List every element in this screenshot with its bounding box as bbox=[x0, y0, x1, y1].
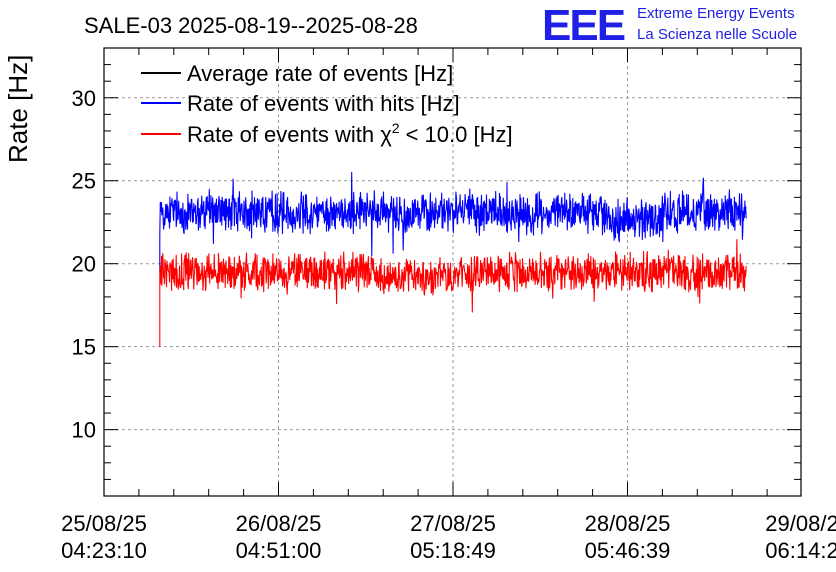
y-tick-label: 25 bbox=[72, 169, 96, 194]
x-tick-label-date: 28/08/25 bbox=[585, 511, 671, 536]
y-axis-label: Rate [Hz] bbox=[3, 55, 33, 163]
legend-label-hits: Rate of events with hits [Hz] bbox=[187, 91, 460, 116]
logo-line-1: Extreme Energy Events bbox=[637, 5, 795, 22]
series-line-hits bbox=[159, 171, 747, 272]
x-tick-label-date: 29/08/2 bbox=[765, 511, 836, 536]
legend-label-average: Average rate of events [Hz] bbox=[187, 61, 453, 86]
legend-label-chi2: Rate of events with χ2 < 10.0 [Hz] bbox=[187, 120, 513, 147]
x-tick-label-time: 04:51:00 bbox=[236, 538, 322, 563]
x-tick-label-time: 05:18:49 bbox=[410, 538, 496, 563]
x-tick-label-time: 04:23:10 bbox=[61, 538, 147, 563]
grid-layer bbox=[104, 48, 801, 496]
eee-logo-mark: EEE bbox=[542, 1, 625, 50]
series-line-chi2 bbox=[159, 238, 747, 347]
x-tick-label-date: 27/08/25 bbox=[410, 511, 496, 536]
x-tick-label-time: 06:14:2 bbox=[765, 538, 836, 563]
y-tick-label: 20 bbox=[72, 252, 96, 277]
logo-line-2: La Scienza nelle Scuole bbox=[637, 26, 797, 43]
y-tick-label: 10 bbox=[72, 418, 96, 443]
y-tick-label: 30 bbox=[72, 86, 96, 111]
y-tick-label: 15 bbox=[72, 335, 96, 360]
chart-title: SALE-03 2025-08-19--2025-08-28 bbox=[84, 13, 418, 38]
axis-layer bbox=[103, 47, 802, 497]
series-layer bbox=[159, 171, 747, 347]
x-tick-label-time: 05:46:39 bbox=[585, 538, 671, 563]
x-tick-label-date: 26/08/25 bbox=[236, 511, 322, 536]
legend: Average rate of events [Hz] Rate of even… bbox=[141, 61, 513, 147]
x-tick-label-date: 25/08/25 bbox=[61, 511, 147, 536]
